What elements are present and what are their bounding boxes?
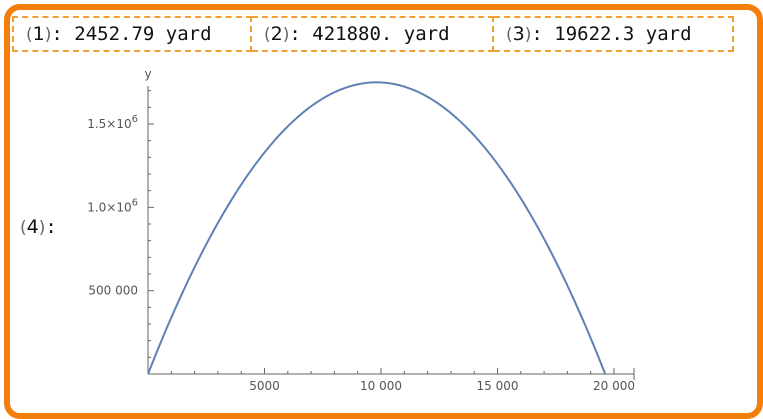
plot-tick-labels: 5000 10 000 15 000 20 000 500 000 1.0×106 1.5×… [87,114,635,393]
output-tag-3: (3) [506,23,532,45]
output-value-3: 19622.3 yard [554,23,692,45]
series-line [147,81,607,375]
output-cell-3[interactable]: (3): 19622.3 yard [494,16,734,52]
y-tick-label-2: 1.5×106 [87,114,138,131]
x-tick-label-1: 10 000 [360,379,402,393]
output-value-2: 421880. yard [312,23,450,45]
y-tick-label-1: 1.0×106 [87,197,138,214]
plot-output-tag: (4): [20,216,57,238]
plot-ticks [148,90,615,374]
output-tag-2: (2) [264,23,290,45]
output-cell-frame [4,4,763,419]
y-tick-label-0: 500 000 [88,284,138,298]
x-tick-label-2: 15 000 [477,379,519,393]
output-tag-1: (1) [26,23,52,45]
output-row: (1): 2452.79 yard (2): 421880. yard (3):… [12,16,734,52]
x-tick-label-3: 20 000 [593,379,635,393]
plot-axes [147,86,635,380]
output-cell-2[interactable]: (2): 421880. yard [252,16,494,52]
output-cell-1[interactable]: (1): 2452.79 yard [12,16,252,52]
x-tick-label-0: 5000 [249,379,280,393]
output-value-1: 2452.79 yard [74,23,212,45]
y-axis-label: y [144,67,151,81]
